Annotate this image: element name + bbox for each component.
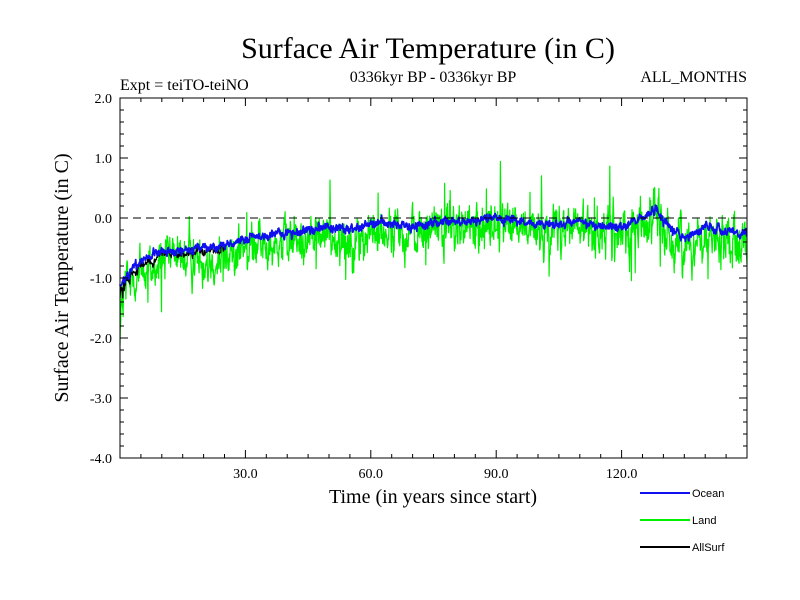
y-tick-label: -4.0 (90, 452, 112, 467)
x-tick-label: 60.0 (359, 467, 384, 482)
x-tick-label: 120.0 (606, 467, 638, 482)
x-tick-label: 90.0 (484, 467, 509, 482)
chart-subtitle-left: Expt = teiTO-teiNO (120, 77, 249, 94)
tick-labels-layer: 30.0 60.0 90.0 120.0 -4.0 -3.0 -2.0 -1.0 0.0 1.0 2… (90, 92, 638, 482)
plot-series-layer (119, 160, 748, 346)
chart-subtitle-center: 0336kyr BP - 0336kyr BP (350, 69, 517, 86)
legend-label-allsurf: AllSurf (692, 542, 725, 554)
y-tick-label: -2.0 (90, 332, 112, 347)
chart-subtitle-right: ALL_MONTHS (640, 69, 747, 86)
legend-label-land: Land (692, 515, 716, 527)
y-tick-label: -1.0 (90, 272, 112, 287)
series-line-land (119, 160, 748, 346)
series-line-ocean (119, 204, 748, 288)
y-tick-label: 0.0 (95, 212, 113, 227)
legend: Ocean Land AllSurf (640, 488, 725, 554)
axis-ticks-layer (120, 97, 747, 459)
y-tick-label: -3.0 (90, 392, 112, 407)
x-tick-label: 30.0 (233, 467, 258, 482)
y-tick-label: 2.0 (95, 92, 113, 107)
x-axis-label: Time (in years since start) (329, 486, 537, 508)
y-tick-label: 1.0 (95, 152, 113, 167)
chart-title: Surface Air Temperature (in C) (241, 32, 615, 65)
legend-label-ocean: Ocean (692, 488, 724, 500)
y-axis-label: Surface Air Temperature (in C) (51, 153, 73, 402)
